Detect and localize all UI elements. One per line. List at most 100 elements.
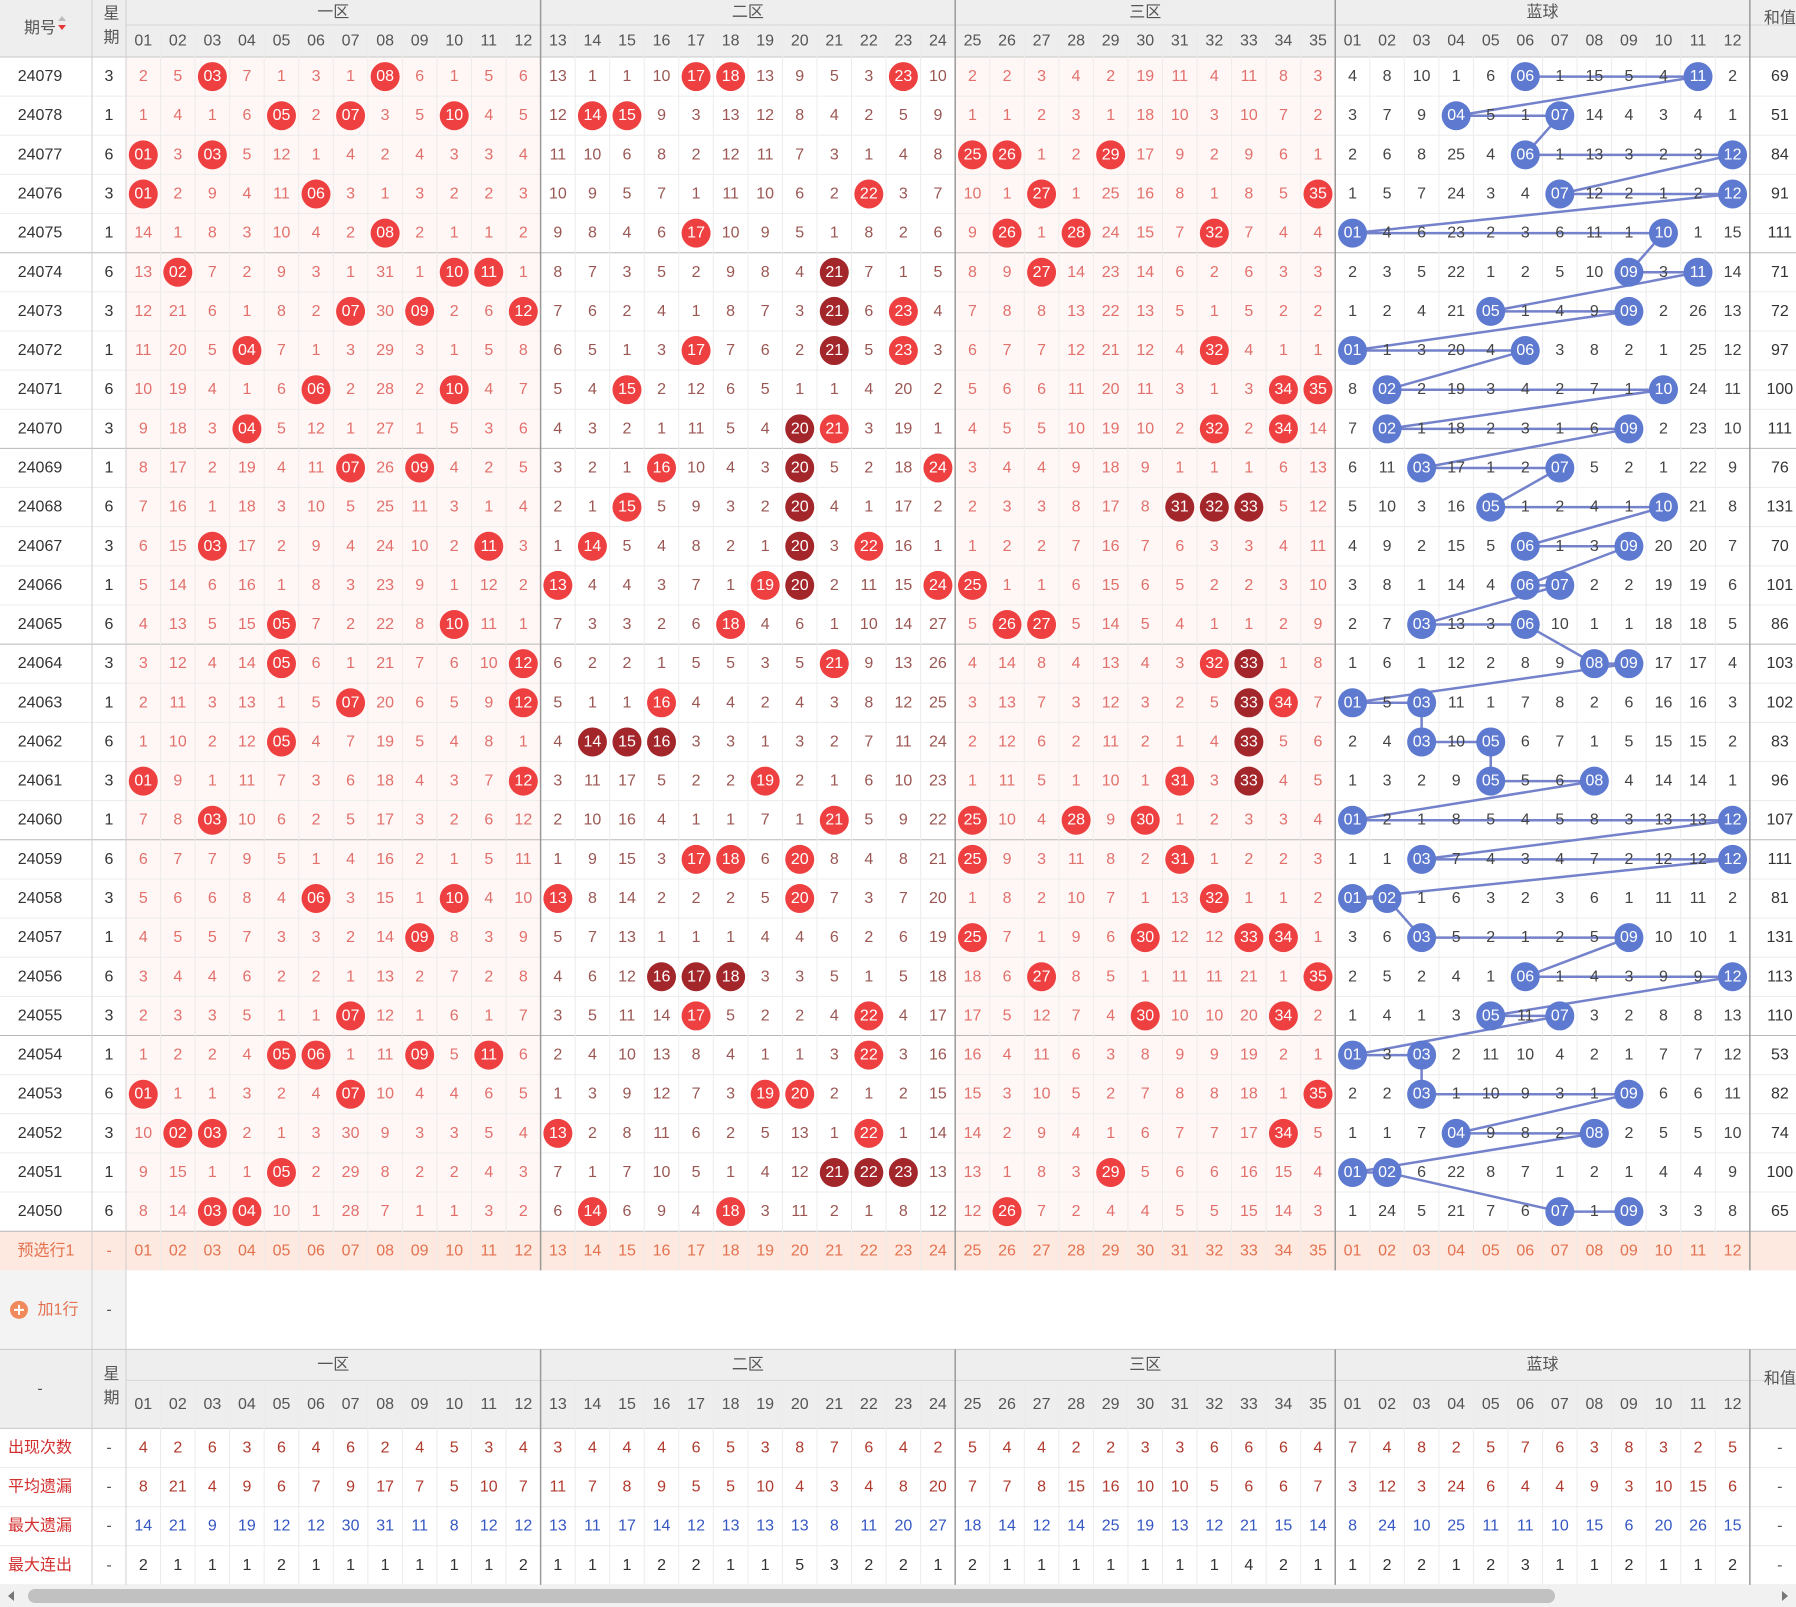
stat-value: 24 bbox=[1447, 1479, 1465, 1496]
preselect-number[interactable]: 03 bbox=[203, 1242, 221, 1259]
issue: 24072 bbox=[18, 342, 63, 359]
omission: 2 bbox=[1037, 538, 1046, 555]
omission: 9 bbox=[657, 107, 666, 124]
preselect-number[interactable]: 25 bbox=[964, 1242, 982, 1259]
preselect-number[interactable]: 08 bbox=[376, 1242, 394, 1259]
preselect-number[interactable]: 07 bbox=[342, 1242, 360, 1259]
omission: 20 bbox=[894, 381, 912, 398]
preselect-number[interactable]: 19 bbox=[756, 1242, 774, 1259]
omission: 3 bbox=[1452, 1007, 1461, 1024]
preselect-number[interactable]: 11 bbox=[1690, 1242, 1707, 1259]
preselect-number[interactable]: 12 bbox=[514, 1242, 532, 1259]
scroll-right[interactable] bbox=[1782, 1591, 1788, 1601]
ball-number: 34 bbox=[1275, 1125, 1293, 1142]
preselect-number[interactable]: 30 bbox=[1136, 1242, 1154, 1259]
omission: 3 bbox=[381, 107, 390, 124]
omission: 2 bbox=[1521, 459, 1530, 476]
omission: 9 bbox=[1486, 1125, 1495, 1142]
scrollbar-thumb[interactable] bbox=[28, 1589, 1555, 1603]
scroll-left[interactable] bbox=[8, 1591, 14, 1601]
stat-value: 6 bbox=[346, 1439, 355, 1456]
preselect-number[interactable]: 26 bbox=[998, 1242, 1016, 1259]
preselect-number[interactable]: 28 bbox=[1067, 1242, 1085, 1259]
preselect-number[interactable]: 06 bbox=[1516, 1242, 1534, 1259]
preselect-number[interactable]: 15 bbox=[618, 1242, 636, 1259]
stat-value: 14 bbox=[1309, 1518, 1327, 1535]
preselect-number[interactable]: 20 bbox=[791, 1242, 809, 1259]
blue-ball bbox=[1407, 923, 1437, 953]
preselect-number[interactable]: 09 bbox=[411, 1242, 429, 1259]
preselect-number[interactable]: 02 bbox=[1378, 1242, 1396, 1259]
omission: 9 bbox=[208, 185, 217, 202]
omission: 2 bbox=[139, 68, 148, 85]
omission: 5 bbox=[277, 420, 286, 437]
preselect-number[interactable]: 04 bbox=[238, 1242, 256, 1259]
sort-icon[interactable] bbox=[58, 25, 66, 30]
omission: 2 bbox=[968, 499, 977, 516]
red-ball bbox=[1130, 1001, 1160, 1031]
preselect-number[interactable]: 34 bbox=[1275, 1242, 1293, 1259]
preselect-number[interactable]: 13 bbox=[549, 1242, 567, 1259]
preselect-number[interactable]: 04 bbox=[1447, 1242, 1465, 1259]
preselect-number[interactable]: 32 bbox=[1205, 1242, 1223, 1259]
preselect-number[interactable]: 01 bbox=[134, 1242, 152, 1259]
ball-number: 26 bbox=[998, 616, 1016, 633]
omission: 3 bbox=[1175, 655, 1184, 672]
add-row-button[interactable]: 加1行 bbox=[38, 1300, 79, 1318]
preselect-number[interactable]: 23 bbox=[894, 1242, 912, 1259]
omission: 8 bbox=[1417, 146, 1426, 163]
preselect-number[interactable]: 05 bbox=[273, 1242, 291, 1259]
omission: 1 bbox=[277, 1007, 286, 1024]
preselect-number[interactable]: 11 bbox=[480, 1242, 497, 1259]
preselect-number[interactable]: 07 bbox=[1551, 1242, 1569, 1259]
omission: 11 bbox=[1586, 225, 1603, 242]
ball-number: 03 bbox=[1413, 616, 1431, 633]
preselect-number[interactable]: 09 bbox=[1620, 1242, 1638, 1259]
preselect-number[interactable]: 06 bbox=[307, 1242, 325, 1259]
sort-icon[interactable] bbox=[58, 16, 66, 21]
preselect-number[interactable]: 10 bbox=[445, 1242, 463, 1259]
preselect-number[interactable]: 03 bbox=[1413, 1242, 1431, 1259]
red-ball bbox=[1130, 805, 1160, 835]
ball-number: 07 bbox=[342, 694, 360, 711]
preselect-number[interactable]: 14 bbox=[584, 1242, 602, 1259]
weekday: 6 bbox=[105, 1086, 114, 1103]
omission: 8 bbox=[657, 146, 666, 163]
ball-number: 08 bbox=[1585, 1125, 1603, 1142]
preselect-number[interactable]: 12 bbox=[1724, 1242, 1742, 1259]
omission: 4 bbox=[657, 538, 666, 555]
omission: 1 bbox=[450, 851, 459, 868]
preselect-number[interactable]: 01 bbox=[1344, 1242, 1362, 1259]
blue-ball bbox=[1718, 962, 1748, 992]
preselect-number[interactable]: 29 bbox=[1102, 1242, 1120, 1259]
preselect-number[interactable]: 10 bbox=[1655, 1242, 1673, 1259]
omission: 8 bbox=[277, 303, 286, 320]
omission: 7 bbox=[588, 929, 597, 946]
preselect-number[interactable]: 24 bbox=[929, 1242, 947, 1259]
number-header: 07 bbox=[342, 33, 360, 50]
ball-number: 02 bbox=[1378, 420, 1396, 437]
blue-ball bbox=[1545, 453, 1575, 483]
preselect-number[interactable]: 08 bbox=[1585, 1242, 1603, 1259]
omission: 19 bbox=[1102, 420, 1120, 437]
preselect-number[interactable]: 27 bbox=[1033, 1242, 1051, 1259]
ball-number: 32 bbox=[1205, 655, 1223, 672]
ball-number: 25 bbox=[964, 577, 982, 594]
blue-ball bbox=[1579, 1118, 1609, 1148]
omission: 12 bbox=[307, 420, 325, 437]
issue: 24070 bbox=[18, 420, 63, 437]
preselect-number[interactable]: 05 bbox=[1482, 1242, 1500, 1259]
preselect-number[interactable]: 21 bbox=[825, 1242, 843, 1259]
preselect-number[interactable]: 02 bbox=[169, 1242, 187, 1259]
issue: 24065 bbox=[18, 616, 63, 633]
preselect-number[interactable]: 35 bbox=[1309, 1242, 1327, 1259]
preselect-number[interactable]: 22 bbox=[860, 1242, 878, 1259]
stat-value: 9 bbox=[208, 1518, 217, 1535]
preselect-number[interactable]: 16 bbox=[653, 1242, 671, 1259]
preselect-number[interactable]: 17 bbox=[687, 1242, 705, 1259]
omission: 5 bbox=[553, 929, 562, 946]
preselect-number[interactable]: 33 bbox=[1240, 1242, 1258, 1259]
preselect-number[interactable]: 18 bbox=[722, 1242, 740, 1259]
preselect-number[interactable]: 31 bbox=[1171, 1242, 1189, 1259]
weekday: 6 bbox=[105, 616, 114, 633]
